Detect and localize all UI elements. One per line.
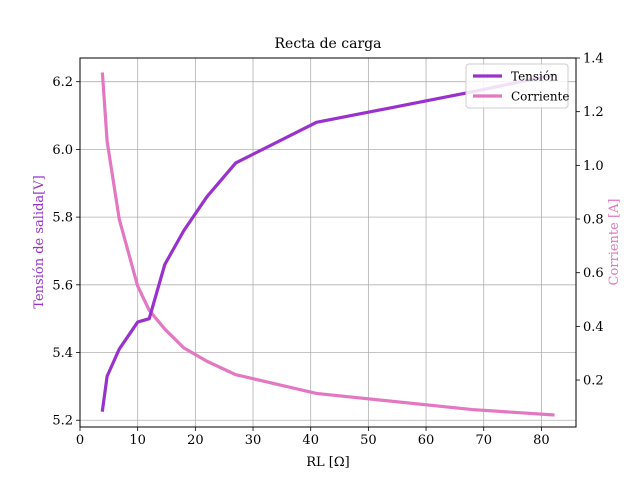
series-layer xyxy=(100,72,555,417)
x-tick-label: 60 xyxy=(418,433,435,448)
x-tick-label: 10 xyxy=(129,433,146,448)
legend: Tensión Corriente xyxy=(465,63,569,109)
y-right-tick-label: 0.2 xyxy=(583,374,604,389)
y-left-tick-label: 5.4 xyxy=(52,346,73,361)
y-axis-left: 5.2 5.4 5.6 5.8 6.0 6.2 xyxy=(52,75,80,429)
x-tick-label: 40 xyxy=(302,433,319,448)
y-left-tick-label: 6.0 xyxy=(52,143,73,158)
x-tick-label: 50 xyxy=(360,433,377,448)
x-tick-label: 20 xyxy=(187,433,204,448)
x-tick-label: 0 xyxy=(76,433,84,448)
y-left-tick-label: 5.2 xyxy=(52,414,73,429)
y-left-tick-label: 5.8 xyxy=(52,211,73,226)
chart-title: Recta de carga xyxy=(275,36,382,52)
y-right-tick-label: 0.6 xyxy=(583,266,604,281)
y-right-tick-label: 1.0 xyxy=(583,159,604,174)
plot-frame xyxy=(79,57,577,428)
series-line-tension xyxy=(100,73,555,412)
y-axis-right: 0.2 0.4 0.6 0.8 1.0 1.2 1.4 xyxy=(576,52,604,389)
y-right-tick-label: 0.8 xyxy=(583,213,604,228)
y-right-tick-label: 1.2 xyxy=(583,105,604,120)
x-axis-title: RL [Ω] xyxy=(306,455,349,470)
legend-label: Corriente xyxy=(511,90,569,104)
x-axis: 0 10 20 30 40 50 60 70 80 xyxy=(76,427,550,448)
legend-label: Tensión xyxy=(511,70,558,84)
y-right-tick-label: 1.4 xyxy=(583,52,604,67)
y-axis-left-title: Tensión de salida[V] xyxy=(32,175,47,308)
x-tick-label: 30 xyxy=(245,433,262,448)
y-left-tick-label: 5.6 xyxy=(52,278,73,293)
series-line-corriente xyxy=(100,72,555,417)
y-axis-right-title: Corriente [A] xyxy=(607,198,622,285)
y-left-tick-label: 6.2 xyxy=(52,75,73,90)
x-tick-label: 80 xyxy=(533,433,550,448)
grid xyxy=(79,58,576,427)
y-right-tick-label: 0.4 xyxy=(583,320,604,335)
x-tick-label: 70 xyxy=(475,433,492,448)
